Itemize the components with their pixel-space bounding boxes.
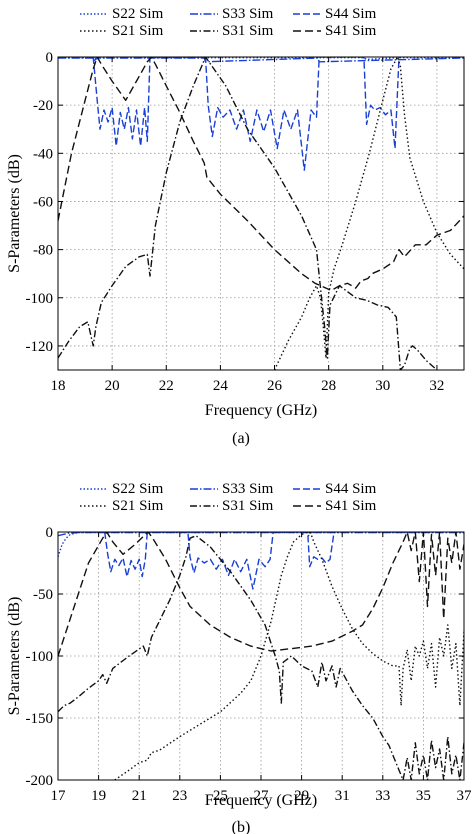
legend-label: S31 Sim	[222, 498, 274, 514]
legend-label: S31 Sim	[222, 23, 274, 39]
y-tick-label: -50	[33, 587, 53, 603]
x-tick-label: 18	[51, 378, 66, 394]
x-tick-label: 30	[375, 378, 390, 394]
x-tick-label: 21	[132, 788, 147, 804]
series-line-s31-sim	[58, 57, 438, 370]
x-tick-label: 28	[321, 378, 336, 394]
series-line-s44-sim	[92, 57, 400, 171]
legend-label: S44 Sim	[325, 481, 377, 497]
y-tick-label: -150	[26, 711, 54, 727]
series-line-s31-sim	[58, 535, 464, 780]
y-tick-label: -100	[26, 291, 54, 307]
x-tick-label: 26	[267, 378, 283, 394]
y-tick-label: 0	[46, 525, 54, 541]
x-tick-label: 17	[51, 788, 67, 804]
series-line-s44-sim	[104, 532, 335, 590]
x-tick-label: 19	[91, 788, 106, 804]
x-tick-label: 23	[172, 788, 187, 804]
legend-label: S21 Sim	[112, 23, 164, 39]
x-tick-label: 20	[105, 378, 120, 394]
x-tick-label: 35	[416, 788, 431, 804]
legend-label: S33 Sim	[222, 481, 274, 497]
x-tick-label: 33	[375, 788, 390, 804]
plot-frame	[57, 56, 465, 371]
chart-panel-a: 18 20 22 24 26 28 30 32 0 -20 -40 -60 -80 -100 -120 Fre…	[6, 6, 465, 447]
series-line-s41-sim	[58, 57, 464, 292]
x-tick-label: 32	[429, 378, 444, 394]
chart-panel-b: 17 19 21 23 25 27 29 31 33 35 37 0 -50 -100 -150 -200 Fr…	[6, 481, 472, 834]
x-axis-label: Frequency (GHz)	[205, 402, 317, 419]
y-tick-label: -80	[33, 243, 53, 259]
y-tick-label: -20	[33, 98, 53, 114]
y-tick-label: -200	[26, 773, 54, 789]
y-tick-label: -60	[33, 194, 53, 210]
legend-label: S41 Sim	[325, 498, 377, 514]
series-line-s41-sim	[58, 532, 464, 657]
x-tick-label: 29	[294, 788, 309, 804]
x-tick-label: 22	[159, 378, 174, 394]
series-group	[58, 57, 464, 370]
legend-label: S41 Sim	[325, 23, 377, 39]
y-tick-label: -100	[26, 649, 54, 665]
y-axis-label: S-Parameters (dB)	[6, 597, 23, 716]
legend-label: S21 Sim	[112, 498, 164, 514]
figure-caption: (b)	[232, 819, 251, 834]
series-line-s21-sim	[273, 57, 464, 370]
legend-label: S22 Sim	[112, 481, 164, 497]
x-tick-label: 27	[254, 788, 270, 804]
series-line-s33-sim	[58, 57, 464, 63]
legend-label: S33 Sim	[222, 6, 274, 22]
x-tick-label: 37	[457, 788, 473, 804]
y-tick-label: 0	[46, 50, 54, 66]
legend-label: S44 Sim	[325, 6, 377, 22]
x-tick-label: 24	[213, 378, 229, 394]
x-tick-label: 25	[213, 788, 228, 804]
y-tick-label: -120	[26, 339, 54, 355]
y-tick-label: -40	[33, 146, 53, 162]
series-line-s33-sim	[58, 532, 464, 537]
y-axis-label: S-Parameters (dB)	[6, 154, 23, 273]
series-group	[58, 532, 464, 780]
legend-label: S22 Sim	[112, 6, 164, 22]
x-tick-label: 31	[335, 788, 350, 804]
figure-caption: (a)	[232, 430, 250, 447]
x-axis-label: Frequency (GHz)	[205, 792, 317, 809]
